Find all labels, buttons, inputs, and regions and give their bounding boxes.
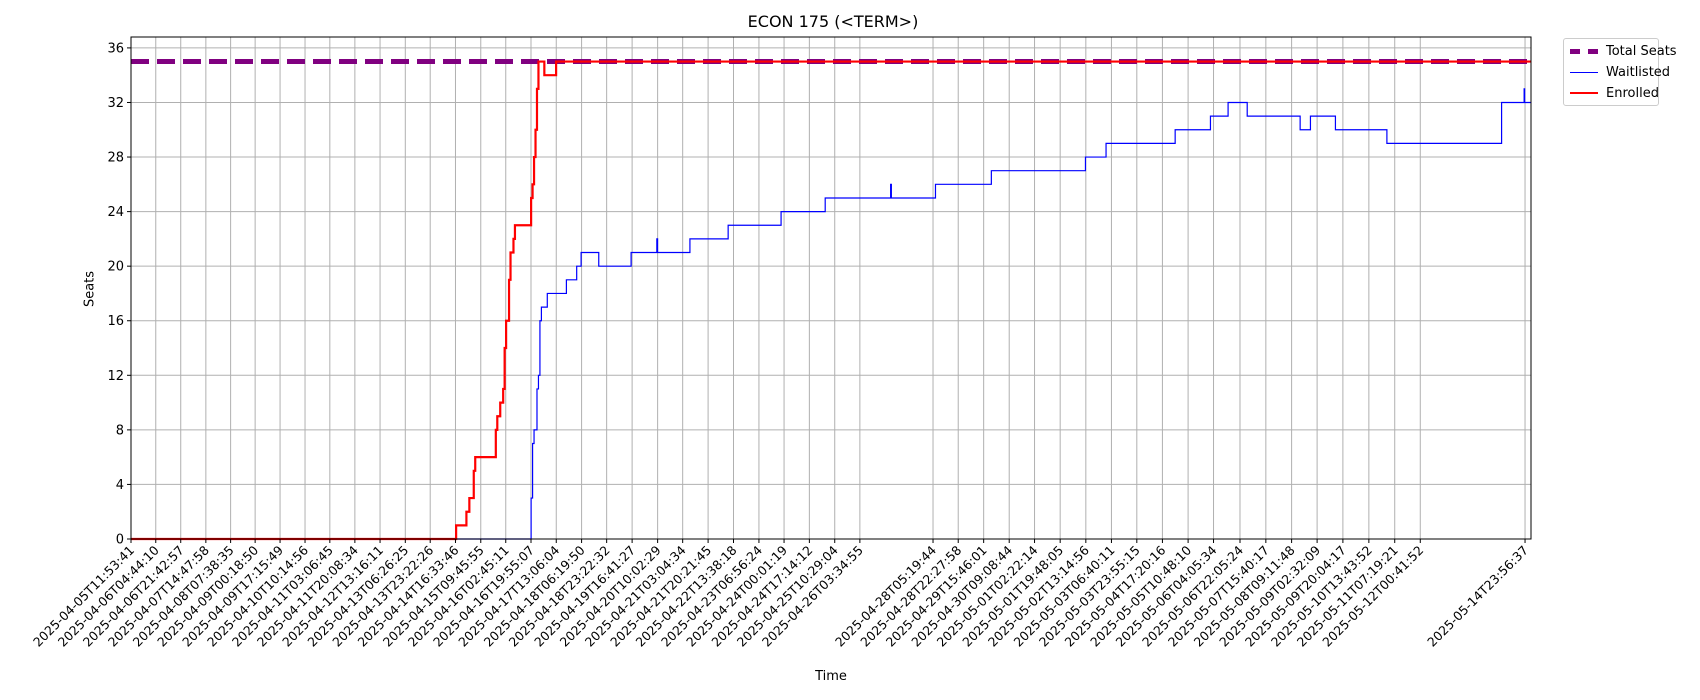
- y-tick-label: 24: [107, 205, 124, 220]
- y-tick-label: 16: [107, 314, 124, 329]
- legend-item-waitlisted: Waitlisted: [1570, 63, 1670, 81]
- x-axis-ticks: 2025-04-05T11:53:412025-04-06T04:44:1020…: [30, 539, 1531, 650]
- legend: Total Seats Waitlisted Enrolled: [1563, 38, 1677, 106]
- y-tick-label: 12: [107, 369, 124, 384]
- y-tick-label: 20: [107, 260, 124, 275]
- y-tick-label: 4: [116, 478, 124, 493]
- y-tick-label: 0: [116, 533, 124, 548]
- plot-area: [131, 37, 1531, 539]
- legend-item-enrolled: Enrolled: [1570, 84, 1659, 102]
- y-axis-ticks: 0 4 8 12 16 20 24 28 32 36: [107, 41, 131, 548]
- chart-title: ECON 175 (<TERM>): [747, 12, 919, 31]
- series-line-enrolled: [131, 60, 1531, 541]
- y-tick-label: 32: [107, 96, 124, 111]
- legend-label-enrolled: Enrolled: [1606, 85, 1659, 101]
- y-tick-label: 8: [116, 423, 124, 438]
- x-tick-label: 2025-05-14T23:56:37: [1424, 543, 1531, 650]
- legend-swatch-waitlisted: [1570, 71, 1598, 73]
- x-axis-label: Time: [815, 669, 847, 684]
- plot-frame: [130, 36, 1532, 540]
- legend-label-waitlisted: Waitlisted: [1606, 64, 1671, 80]
- y-tick-label: 28: [107, 151, 124, 166]
- legend-swatch-enrolled: [1570, 92, 1598, 94]
- y-axis-label: Seats: [82, 270, 98, 308]
- series-line-waitlisted: [131, 88, 1531, 540]
- y-tick-label: 36: [107, 41, 124, 56]
- legend-item-total-seats: Total Seats: [1570, 42, 1677, 60]
- grid-lines: [130, 37, 1531, 540]
- legend-label-total-seats: Total Seats: [1606, 43, 1677, 59]
- series-layer: [131, 59, 1531, 541]
- legend-swatch-total-seats: [1570, 48, 1598, 54]
